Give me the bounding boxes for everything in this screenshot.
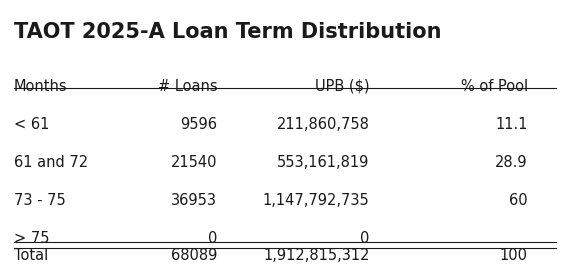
Text: 61 and 72: 61 and 72 (14, 155, 88, 170)
Text: 1,912,815,312: 1,912,815,312 (263, 248, 370, 263)
Text: 1,147,792,735: 1,147,792,735 (263, 193, 370, 208)
Text: 73 - 75: 73 - 75 (14, 193, 66, 208)
Text: 0: 0 (360, 231, 370, 246)
Text: < 61: < 61 (14, 117, 50, 132)
Text: % of Pool: % of Pool (461, 79, 528, 94)
Text: 9596: 9596 (180, 117, 217, 132)
Text: TAOT 2025-A Loan Term Distribution: TAOT 2025-A Loan Term Distribution (14, 22, 442, 42)
Text: 11.1: 11.1 (495, 117, 528, 132)
Text: Months: Months (14, 79, 68, 94)
Text: 211,860,758: 211,860,758 (277, 117, 370, 132)
Text: 28.9: 28.9 (495, 155, 528, 170)
Text: 68089: 68089 (171, 248, 217, 263)
Text: 553,161,819: 553,161,819 (277, 155, 370, 170)
Text: Total: Total (14, 248, 48, 263)
Text: 21540: 21540 (171, 155, 217, 170)
Text: > 75: > 75 (14, 231, 50, 246)
Text: 36953: 36953 (171, 193, 217, 208)
Text: UPB ($): UPB ($) (315, 79, 370, 94)
Text: 0: 0 (208, 231, 217, 246)
Text: # Loans: # Loans (158, 79, 217, 94)
Text: 100: 100 (500, 248, 528, 263)
Text: 60: 60 (509, 193, 528, 208)
